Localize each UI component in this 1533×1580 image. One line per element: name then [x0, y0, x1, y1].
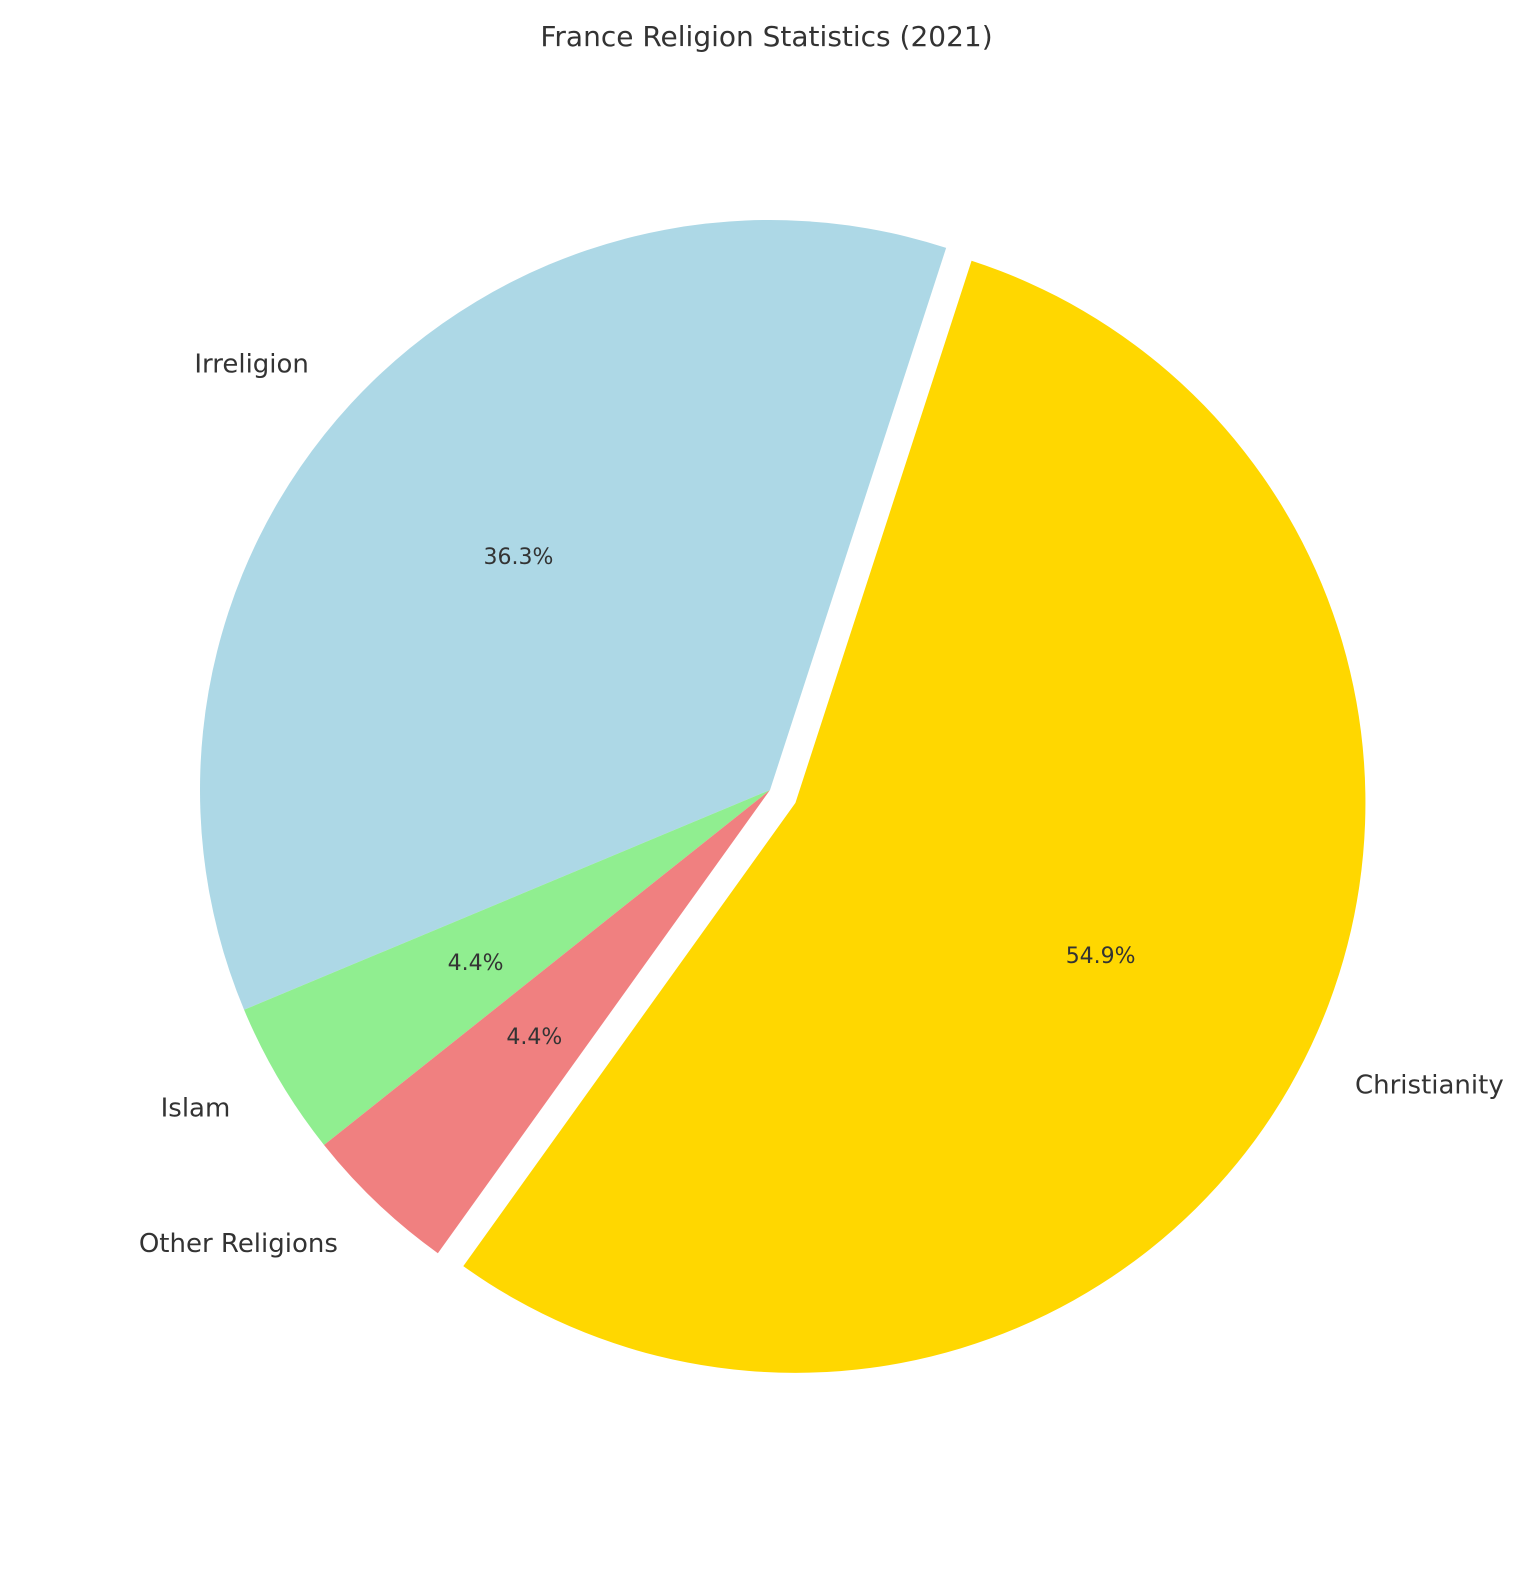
pie-pct-label: 4.4% [506, 1025, 562, 1050]
pie-outer-label: Irreligion [194, 350, 309, 380]
pie-outer-label: Islam [161, 1094, 231, 1124]
pie-outer-label: Christianity [1355, 1070, 1504, 1100]
pie-pct-label: 54.9% [1066, 944, 1136, 969]
pie-pct-label: 4.4% [448, 951, 504, 976]
pie-outer-label: Other Religions [139, 1229, 338, 1259]
pie-chart: 36.3% Irreligion 4.4% Islam 4.4% Other Religi… [0, 0, 1533, 1580]
pie-pct-label: 36.3% [484, 545, 554, 570]
